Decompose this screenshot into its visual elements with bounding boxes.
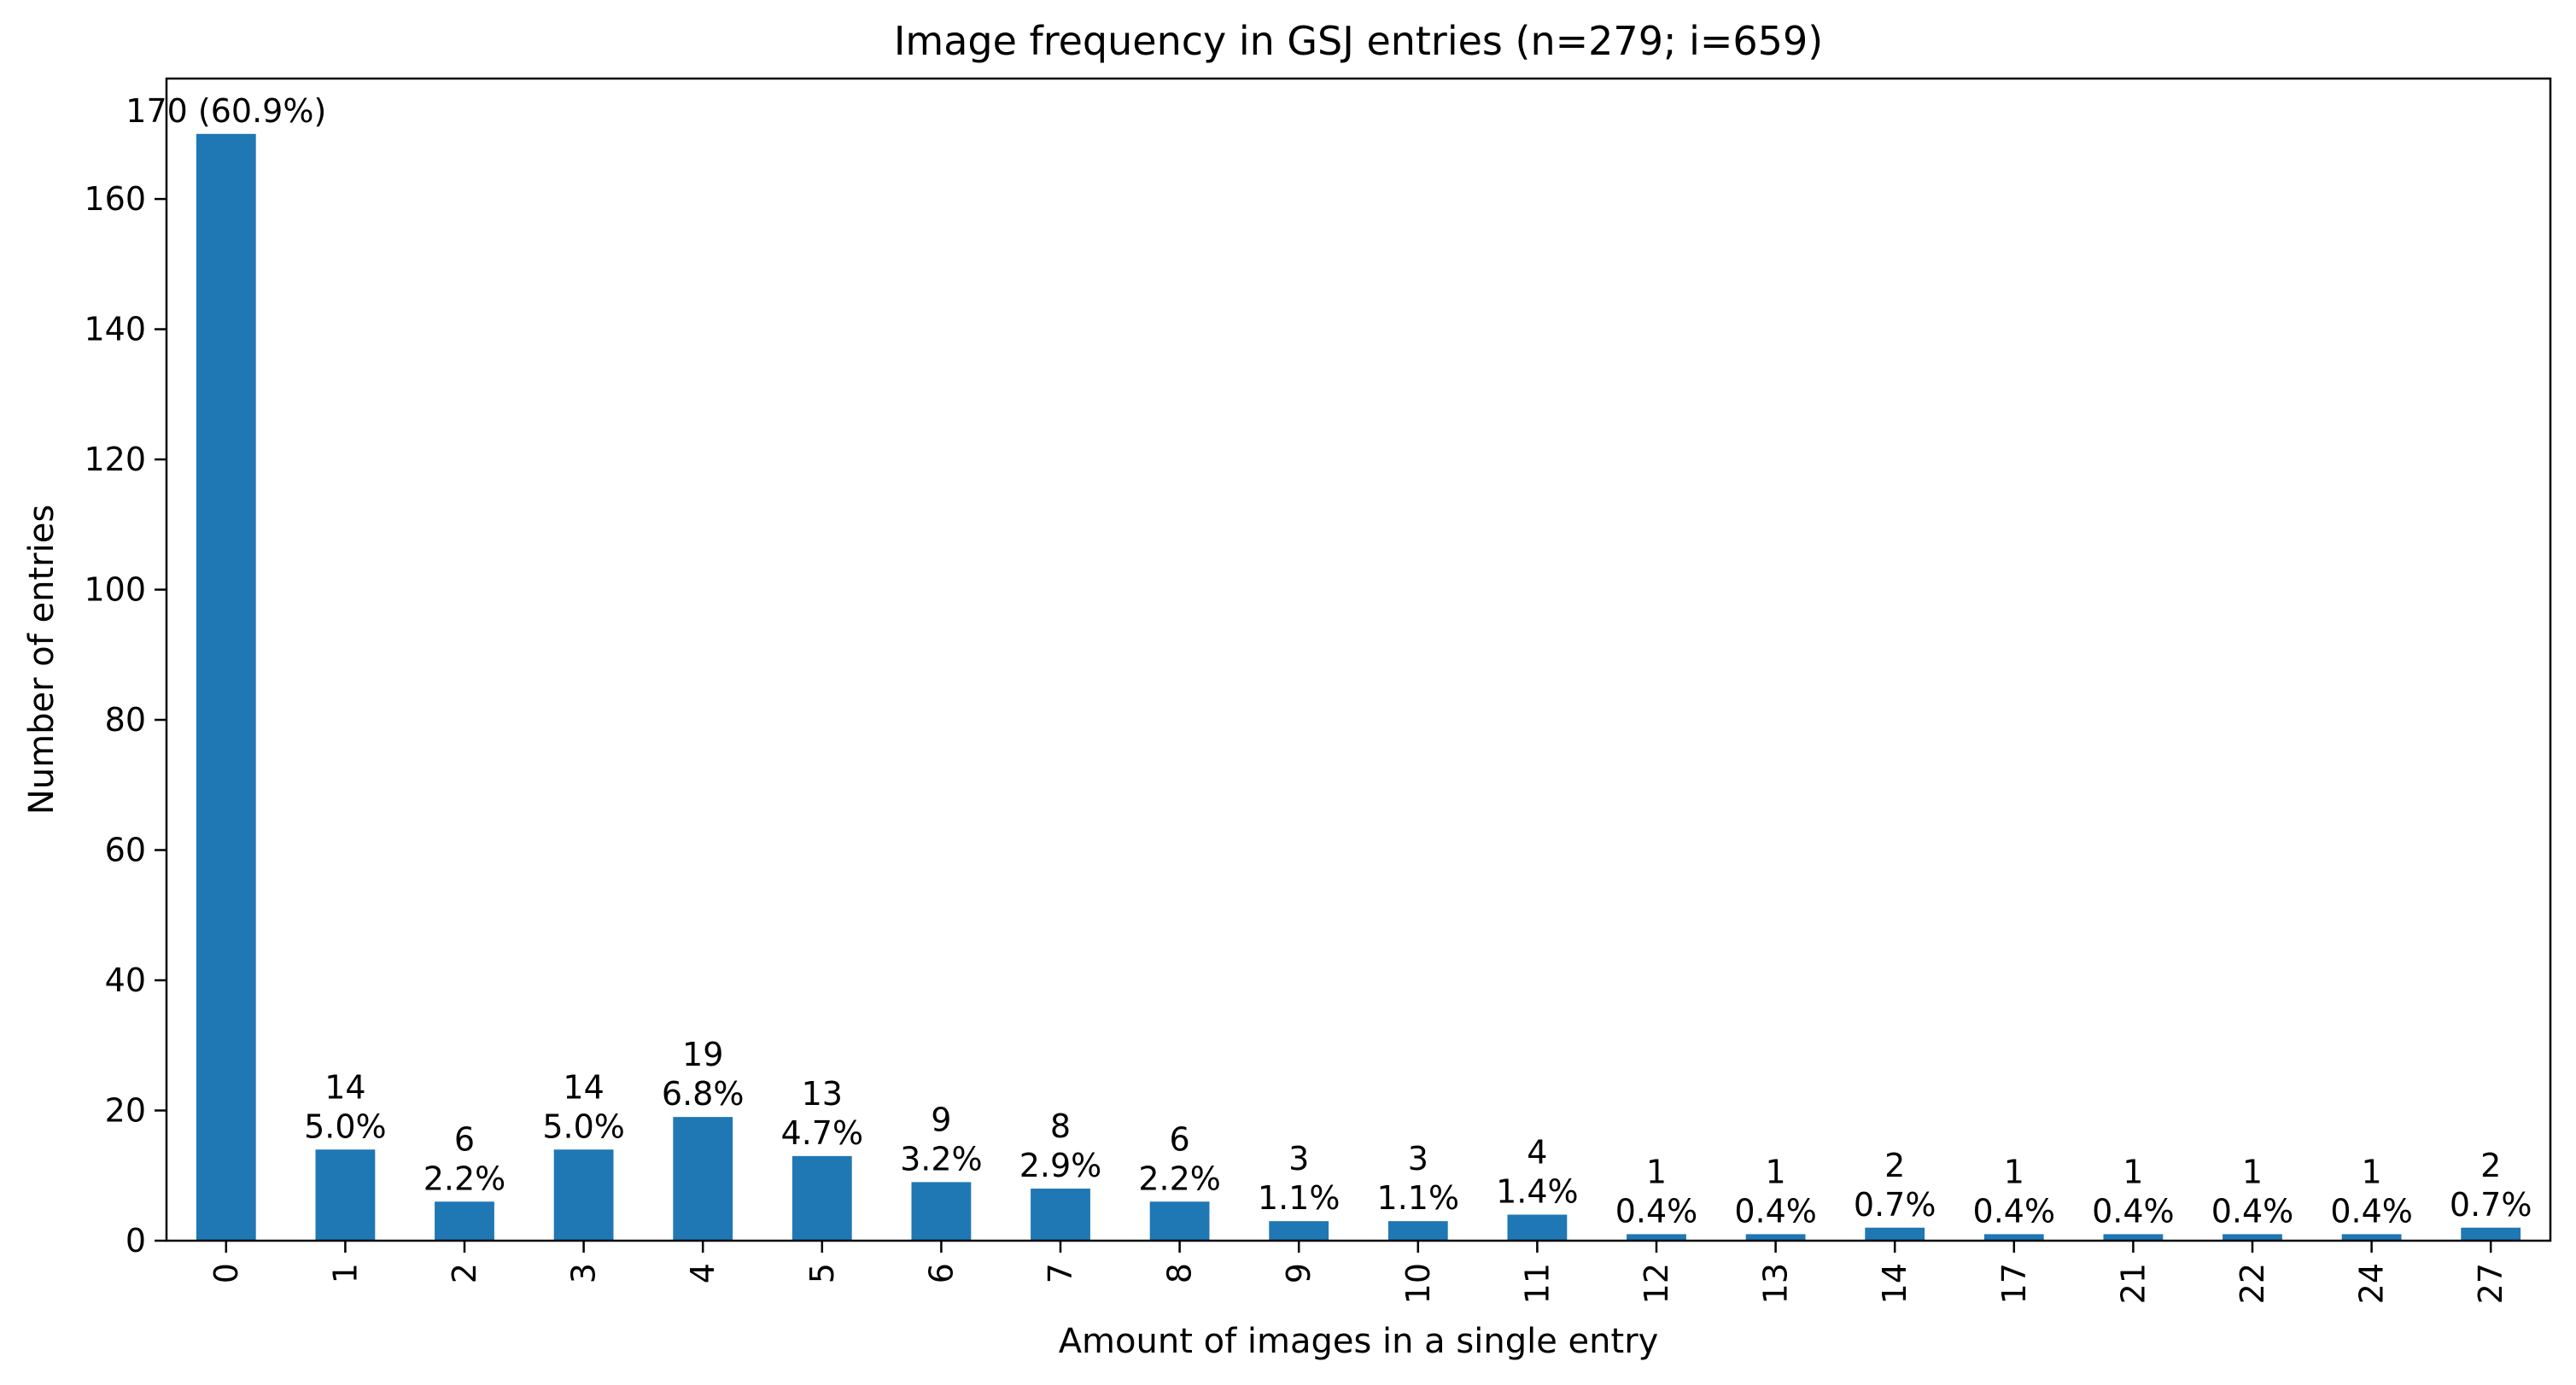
bar-22 [2223,1234,2282,1241]
bar-21 [2103,1234,2164,1241]
bar-data-label: 5.0% [304,1107,387,1145]
bar-data-labels: 170 (60.9%)145.0% 62.2%145.0%196.8% 134.7%… [126,92,2532,1230]
x-tick-label: 12 [1638,1263,1675,1304]
bar-data-label: 5.0% [542,1107,625,1145]
y-tick-label: 20 [105,1092,146,1130]
y-tick-label: 140 [84,311,146,348]
x-tick-label: 5 [803,1263,841,1283]
x-axis: 0 1 2 3 4 5 6 7 8 9 10 11 12 13 14 17 21 22 24 27 [207,1241,2509,1304]
bar-5 [791,1155,852,1241]
bar-3 [553,1149,614,1241]
bar-data-label: 0.7% [2450,1186,2532,1224]
bar-data-label: 6 [454,1120,475,1158]
x-tick-label: 14 [1876,1263,1913,1304]
bar-data-label: 0.4% [2211,1192,2294,1230]
bar-data-label: 1 [1646,1153,1667,1190]
x-tick-label: 9 [1280,1263,1317,1283]
y-tick-label: 60 [105,832,146,869]
chart-title: Image frequency in GSJ entries (n=279; i… [894,18,1823,64]
bar-data-label: 1 [2242,1153,2263,1190]
bar-data-label: 14 [324,1068,365,1106]
bar-24 [2341,1234,2402,1241]
bar-data-label: 1.1% [1258,1179,1341,1217]
bar-data-label: 6.8% [662,1075,745,1113]
bar-data-label: 1 [2123,1153,2143,1190]
bar-1 [315,1149,376,1241]
bar-series [196,133,2521,1241]
bar-6 [911,1182,972,1241]
x-tick-label: 1 [326,1263,364,1283]
x-tick-label: 17 [1995,1263,2033,1304]
y-tick-label: 0 [126,1222,146,1259]
bar-data-label: 1.1% [1377,1179,1460,1217]
bar-12 [1627,1234,1686,1241]
x-tick-label: 21 [2114,1263,2152,1304]
bar-14 [1865,1227,1925,1241]
bar-data-label: 2 [2480,1147,2501,1184]
x-tick-label: 7 [1042,1263,1079,1283]
bar-data-label: 1 [2004,1153,2024,1190]
x-tick-label: 2 [446,1263,483,1283]
plot-area-frame [165,77,2552,1242]
bar-data-label: 2.2% [1138,1160,1221,1197]
x-tick-label: 8 [1161,1263,1199,1283]
bar-17 [1983,1234,2044,1241]
x-tick-label: 22 [2234,1263,2271,1304]
bar-data-label: 3.2% [900,1140,983,1178]
x-tick-label: 6 [922,1263,960,1283]
x-tick-label: 27 [2472,1263,2509,1304]
bar-data-label: 0.4% [2092,1192,2175,1230]
y-tick-label: 80 [105,701,146,739]
x-tick-label: 11 [1518,1263,1556,1304]
y-tick-label: 120 [84,441,146,478]
bar-10 [1387,1221,1448,1241]
bar-11 [1507,1214,1568,1241]
bar-data-label: 1.4% [1496,1173,1579,1211]
bar-9 [1269,1221,1329,1241]
y-axis-label: Number of entries [22,505,61,815]
x-axis-label: Amount of images in a single entry [1059,1322,1659,1361]
x-tick-label: 3 [565,1263,603,1283]
bar-0 [196,133,256,1241]
bar-7 [1031,1189,1090,1241]
x-tick-label: 13 [1757,1263,1795,1304]
x-tick-label: 24 [2353,1263,2391,1304]
bar-data-label: 3 [1288,1140,1309,1178]
bar-data-label: 2.2% [423,1160,506,1197]
bar-8 [1149,1201,1210,1241]
bar-data-label: 0.4% [1973,1192,2056,1230]
bar-data-label: 0.4% [1615,1192,1698,1230]
bar-data-label: 0.4% [2330,1192,2413,1230]
bar-data-label: 1 [2362,1153,2382,1190]
bar-2 [435,1201,494,1241]
bar-data-label: 0.4% [1734,1192,1817,1230]
bar-data-label: 6 [1170,1120,1190,1158]
bar-data-label: 2.9% [1019,1147,1102,1184]
x-tick-label: 4 [684,1263,721,1283]
bar-4 [673,1117,733,1241]
bar-data-label: 3 [1408,1140,1428,1178]
x-tick-label: 10 [1399,1263,1437,1304]
y-tick-label: 100 [84,571,146,609]
bar-data-label: 2 [1884,1147,1905,1184]
bar-13 [1745,1234,1806,1241]
bar-data-label: 19 [682,1036,723,1073]
bar-data-label: 8 [1050,1107,1071,1145]
y-tick-label: 160 [84,180,146,218]
y-tick-label: 40 [105,961,146,999]
y-axis: 0 20 40 60 80 100 120 140 160 [84,180,166,1259]
bar-data-label: 1 [1766,1153,1786,1190]
bar-data-label: 13 [802,1075,843,1113]
bar-data-label: 9 [931,1101,951,1138]
bar-data-label: 4 [1527,1134,1547,1172]
bar-27 [2461,1227,2521,1241]
x-tick-label: 0 [207,1263,245,1283]
bar-data-label: 14 [563,1068,604,1106]
bar-data-label: 0.7% [1854,1186,1936,1224]
bar-data-label: 170 (60.9%) [126,92,326,130]
bar-data-label: 4.7% [781,1114,864,1152]
